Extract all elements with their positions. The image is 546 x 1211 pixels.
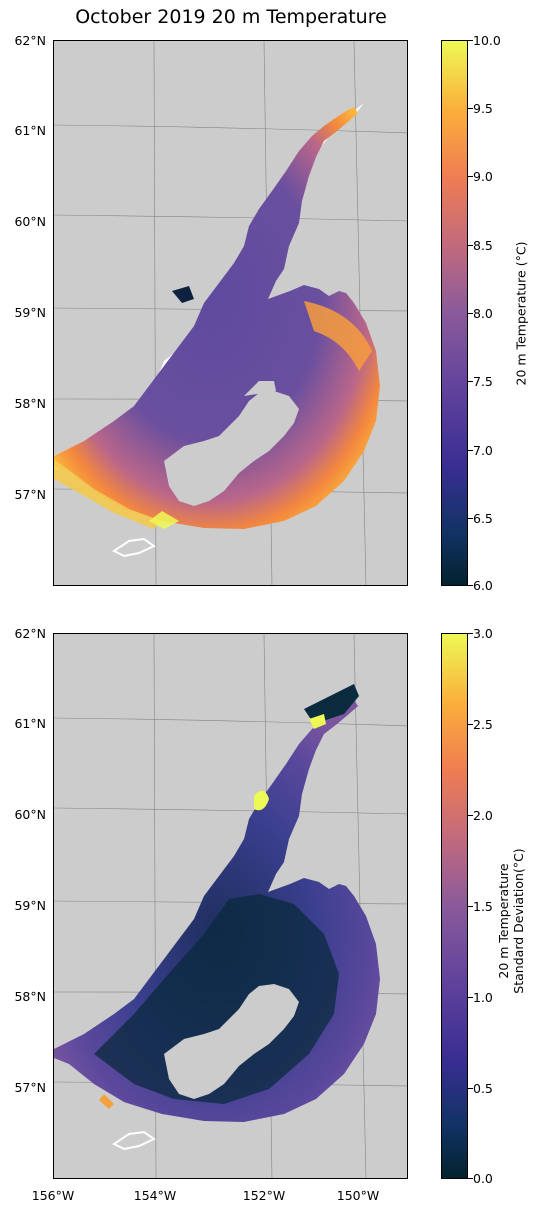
- lat-label: 61°N: [14, 716, 46, 731]
- temperature-map-svg: [54, 41, 407, 585]
- lat-label: 59°N: [14, 898, 46, 913]
- lat-label: 58°N: [14, 989, 46, 1004]
- lat-label: 59°N: [14, 305, 46, 320]
- lat-label: 57°N: [14, 487, 46, 502]
- kodiak-island: [164, 391, 299, 506]
- colorbar-label-line1: 20 m Temperature: [496, 863, 511, 979]
- colorbar-label-line2: Standard Deviation(°C): [511, 848, 526, 994]
- colorbar-tick: 1.5: [473, 899, 493, 914]
- colorbar-tick: 6.0: [473, 578, 493, 593]
- colorbar-tick: 0.0: [473, 1171, 493, 1186]
- temperature-field: [54, 107, 380, 529]
- lat-label: 61°N: [14, 123, 46, 138]
- colorbar-tick: 6.5: [473, 511, 493, 526]
- lat-label: 57°N: [14, 1080, 46, 1095]
- colorbar-tick: 9.0: [473, 169, 493, 184]
- std-dev-map-svg: [54, 634, 407, 1178]
- temperature-colorbar: [441, 40, 468, 586]
- lon-label: 152°W: [242, 1188, 286, 1203]
- colorbar-tick: 8.0: [473, 306, 493, 321]
- colorbar-tick: 7.0: [473, 443, 493, 458]
- figure-title: October 2019 20 m Temperature: [75, 6, 387, 28]
- colorbar-tick: 7.5: [473, 374, 493, 389]
- lon-label: 150°W: [336, 1188, 380, 1203]
- lat-label: 60°N: [14, 214, 46, 229]
- temperature-map: [53, 40, 408, 586]
- lat-label: 62°N: [14, 626, 46, 641]
- colorbar-label: 20 m Temperature Standard Deviation(°C): [496, 831, 526, 1011]
- colorbar-tick: 9.5: [473, 101, 493, 116]
- colorbar-tick: 8.5: [473, 238, 493, 253]
- colorbar-tick: 0.5: [473, 1081, 493, 1096]
- lat-label: 62°N: [14, 33, 46, 48]
- colorbar-tick: 2.5: [473, 717, 493, 732]
- colorbar-tick: 2.0: [473, 808, 493, 823]
- colorbar-tick: 1.0: [473, 990, 493, 1005]
- lat-label: 58°N: [14, 396, 46, 411]
- lat-label: 60°N: [14, 807, 46, 822]
- colorbar-tick: 10.0: [473, 33, 501, 48]
- std-dev-colorbar: [441, 633, 468, 1179]
- lon-label: 156°W: [31, 1188, 75, 1203]
- colorbar-tick: 3.0: [473, 626, 493, 641]
- lon-label: 154°W: [133, 1188, 177, 1203]
- std-dev-map: [53, 633, 408, 1179]
- colorbar-label: 20 m Temperature (°C): [513, 241, 529, 386]
